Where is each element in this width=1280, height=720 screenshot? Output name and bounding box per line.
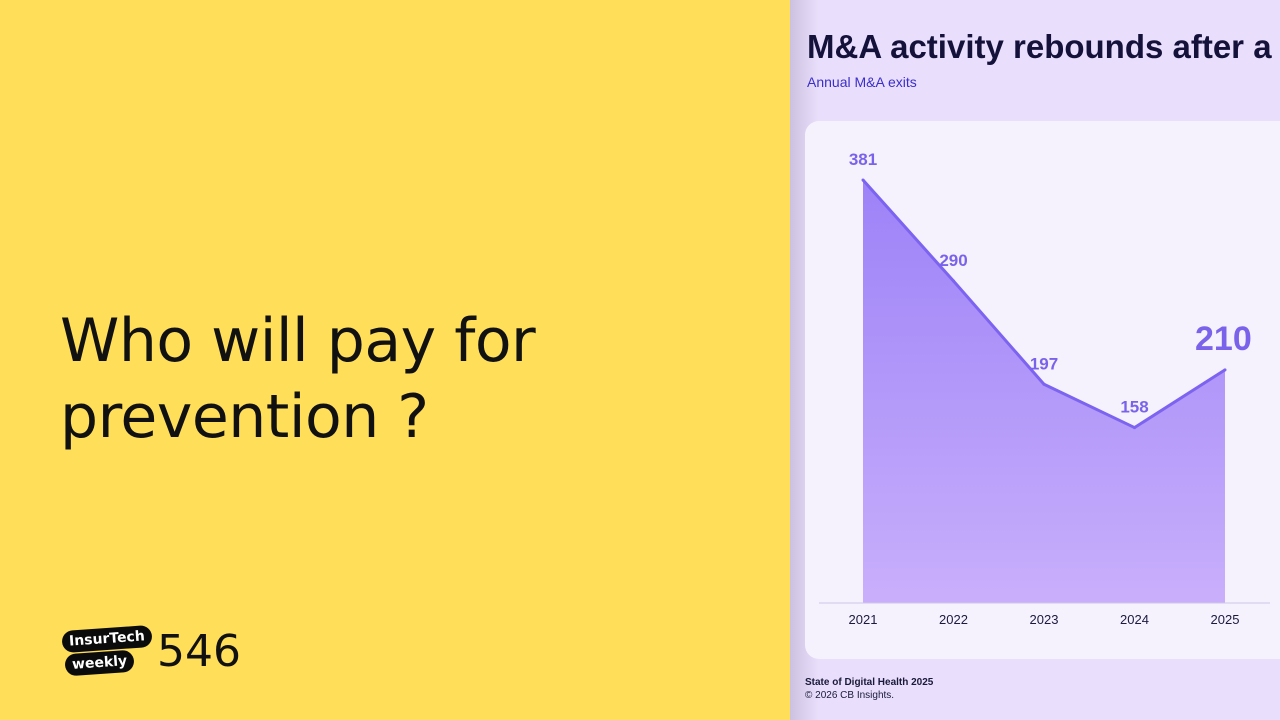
x-tick-label-2025: 2025	[1211, 612, 1240, 627]
footer-copyright: © 2026 CB Insights.	[805, 690, 895, 701]
footer-source: State of Digital Health 2025	[805, 677, 934, 688]
data-point-2024	[1133, 426, 1136, 430]
chart-card: 381 290 197 158 210 2021 2022 2023 2024 2025	[805, 121, 1280, 659]
data-point-2023	[1042, 382, 1046, 386]
logo-text-weekly: weekly	[64, 649, 135, 677]
x-tick-label-2021: 2021	[849, 612, 878, 627]
area-chart: 381 290 197 158 210 2021 2022 2023 2024 2025	[819, 150, 1270, 627]
data-point-2021	[861, 178, 865, 182]
chart-subtitle: Annual M&A exits	[807, 74, 917, 90]
data-label-2022: 290	[939, 251, 967, 270]
data-label-2025: 210	[1195, 320, 1252, 358]
x-tick-label-2024: 2024	[1120, 612, 1149, 627]
data-point-2025	[1223, 368, 1227, 372]
headline: Who will pay for prevention ?	[60, 306, 536, 452]
chart-panel: M&A activity rebounds after a 3- Annual …	[790, 0, 1280, 720]
data-label-2023: 197	[1030, 354, 1058, 373]
x-tick-label-2022: 2022	[939, 612, 968, 627]
issue-number: 546	[157, 626, 241, 677]
cover-panel: Who will pay for prevention ? InsurTech …	[0, 0, 790, 720]
data-label-2024: 158	[1120, 398, 1148, 417]
x-tick-label-2023: 2023	[1030, 612, 1059, 627]
logo-text-insurtech: InsurTech	[61, 624, 153, 654]
data-point-2022	[952, 279, 955, 283]
area-fill	[863, 180, 1225, 603]
insurtech-weekly-logo: InsurTech weekly 546	[61, 624, 262, 686]
data-label-2021: 381	[849, 150, 877, 169]
chart-title: M&A activity rebounds after a 3-	[807, 28, 1280, 65]
